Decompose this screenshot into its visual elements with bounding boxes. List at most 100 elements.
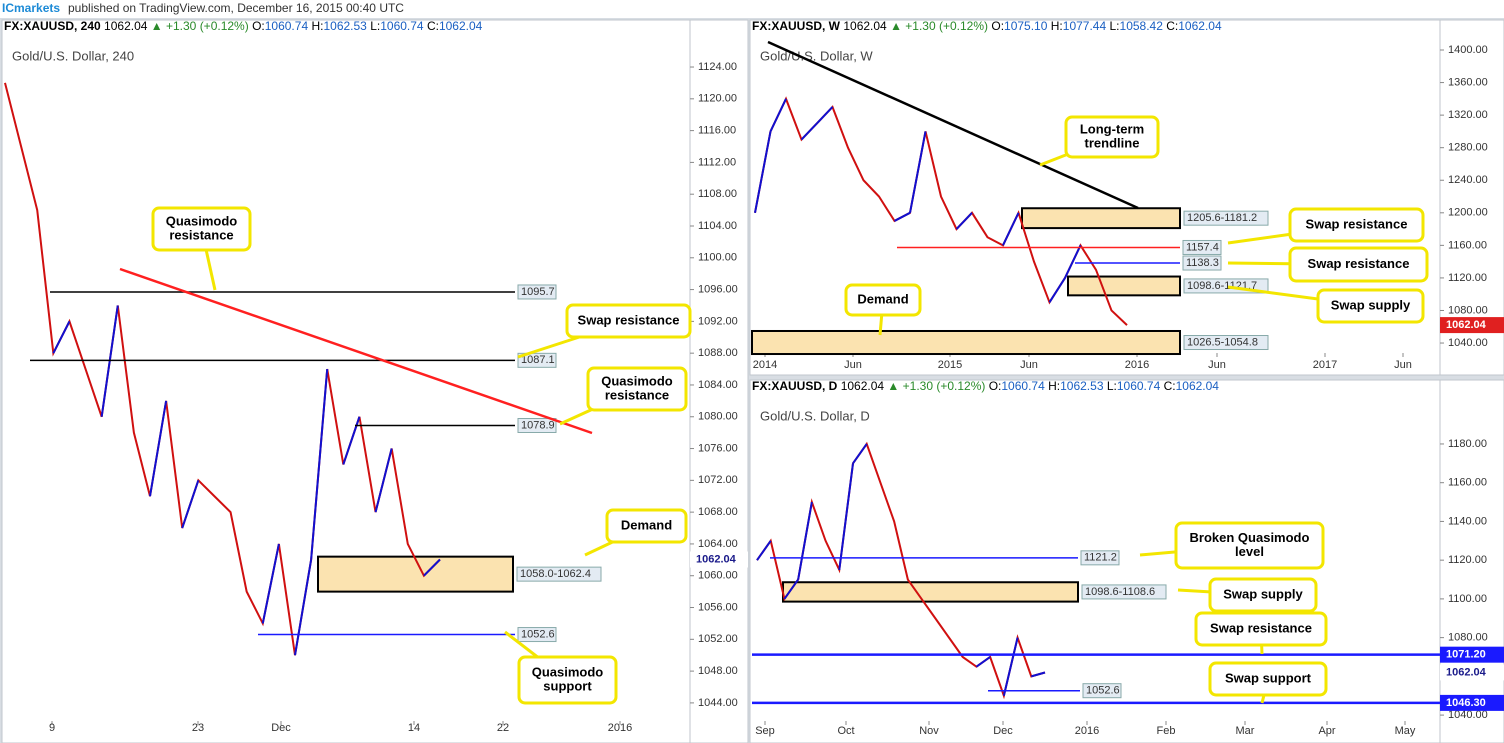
- up-leg: [100, 305, 119, 417]
- level-label: 1087.1: [521, 354, 555, 366]
- up-leg: [261, 543, 280, 624]
- up-leg: [975, 656, 991, 668]
- x-tick-label: Mar: [1236, 725, 1255, 737]
- y-tick-label: 1088.00: [698, 347, 738, 359]
- y-tick-label: 1080.00: [1448, 632, 1488, 644]
- current-price-label: 1062.04: [1446, 666, 1487, 678]
- callout-box: [1288, 246, 1429, 283]
- y-tick-label: 1124.00: [698, 61, 737, 73]
- up-leg: [374, 448, 393, 513]
- ohlc-key: C:: [1164, 379, 1176, 393]
- symbol-header: FX:XAUUSD, 240 1062.04 ▲ +1.30 (+0.12%) …: [4, 19, 483, 33]
- x-tick-label: Nov: [919, 725, 939, 737]
- publish-info: published on TradingView.com, December 1…: [68, 1, 404, 15]
- ohlc-value: 1060.74: [1117, 379, 1161, 393]
- y-tick-label: 1068.00: [698, 506, 738, 518]
- chart-title: Gold/U.S. Dollar, 240: [12, 48, 134, 63]
- zone: [1067, 275, 1181, 297]
- zone: [751, 329, 1181, 356]
- x-tick-label: 2016: [1125, 359, 1149, 371]
- y-tick-label: 1096.00: [698, 283, 738, 295]
- callout-box: [1208, 661, 1328, 697]
- y-tick-label: 1400.00: [1448, 44, 1488, 56]
- zone-label-box: [516, 566, 602, 582]
- callout-text: trendline: [1085, 135, 1140, 150]
- up-leg: [816, 106, 834, 124]
- y-tick-label: 1080.00: [1448, 304, 1488, 316]
- y-tick-label: 1280.00: [1448, 142, 1488, 154]
- x-tick-label: May: [1395, 725, 1416, 737]
- brand[interactable]: ICmarkets: [2, 1, 60, 15]
- ohlc-key: O:: [989, 379, 1002, 393]
- chart-panel: [749, 379, 1504, 743]
- callout-box: [586, 366, 688, 412]
- y-tick-label: 1080.00: [698, 411, 738, 423]
- level-label-box: [1182, 255, 1222, 271]
- callout-text: Quasimodo: [166, 213, 238, 228]
- ohlc-key: C:: [1166, 19, 1178, 33]
- axis-level-label: 1071.20: [1446, 649, 1486, 661]
- level-label: 1157.4: [1186, 241, 1219, 253]
- x-tick-label: 2015: [938, 359, 962, 371]
- zone-label-box: [1183, 210, 1269, 226]
- x-tick-label: 22: [497, 722, 509, 734]
- up-leg: [423, 558, 441, 577]
- callout-box: [1208, 577, 1318, 613]
- axis-level-box: [1440, 646, 1504, 663]
- ohlc-value: 1062.53: [1060, 379, 1104, 393]
- up-leg: [1002, 637, 1019, 696]
- callout-text: Demand: [857, 291, 908, 306]
- y-tick-label: 1100.00: [698, 252, 737, 264]
- level-label-box: [517, 417, 557, 433]
- up-leg: [1064, 244, 1082, 279]
- symbol: FX:XAUUSD, D: [752, 379, 838, 393]
- ohlc-key: H:: [311, 19, 323, 33]
- level-label-box: [517, 627, 557, 643]
- level-label: 1052.6: [521, 628, 555, 640]
- zone-label: 1098.6-1108.6: [1085, 586, 1155, 598]
- x-tick-label: Dec: [271, 722, 291, 734]
- callout-box: [565, 303, 692, 339]
- callout-box: [517, 655, 618, 705]
- up-leg: [1002, 212, 1020, 246]
- up-leg: [310, 368, 329, 560]
- symbol-header: FX:XAUUSD, D 1062.04 ▲ +1.30 (+0.12%) O:…: [752, 379, 1219, 393]
- chart-title: Gold/U.S. Dollar, D: [760, 408, 870, 423]
- callout-text: resistance: [169, 227, 233, 242]
- x-tick-label: Oct: [837, 725, 854, 737]
- zone-label: 1205.6-1181.2: [1187, 212, 1257, 224]
- y-tick-label: 1160.00: [1448, 239, 1487, 251]
- ohlc-key: C:: [427, 19, 439, 33]
- callout-box: [151, 206, 252, 252]
- trendline: [767, 40, 1139, 210]
- change: ▲ +1.30 (+0.12%): [890, 19, 988, 33]
- callout-text: Swap resistance: [1306, 216, 1408, 231]
- ohlc-value: 1060.74: [265, 19, 309, 33]
- zone-label-box: [1183, 335, 1269, 351]
- up-leg: [52, 320, 71, 354]
- y-tick-label: 1040.00: [1448, 709, 1488, 721]
- level-label: 1078.9: [521, 419, 555, 431]
- callout-box: [1194, 611, 1328, 647]
- callout-text: Quasimodo: [532, 664, 604, 679]
- level-label-box: [1082, 683, 1122, 699]
- callout-text: Demand: [621, 517, 672, 532]
- price-path: [4, 82, 441, 656]
- y-tick-label: 1200.00: [1448, 207, 1488, 219]
- ohlc-key: L:: [370, 19, 380, 33]
- x-tick-label: 2014: [753, 359, 777, 371]
- level-label-box: [517, 352, 557, 368]
- callout-text: Swap support: [1225, 670, 1312, 685]
- level-label: 1052.6: [1086, 685, 1120, 697]
- up-leg: [852, 443, 868, 464]
- ohlc-value: 1062.04: [439, 19, 483, 33]
- x-tick-label: 2017: [1313, 359, 1337, 371]
- level-label: 1095.7: [521, 286, 555, 298]
- y-tick-label: 1052.00: [698, 633, 738, 645]
- ohlc-key: H:: [1048, 379, 1060, 393]
- ohlc-value: 1062.53: [323, 19, 367, 33]
- x-tick-label: Feb: [1157, 725, 1176, 737]
- ohlc-value: 1062.04: [1178, 19, 1222, 33]
